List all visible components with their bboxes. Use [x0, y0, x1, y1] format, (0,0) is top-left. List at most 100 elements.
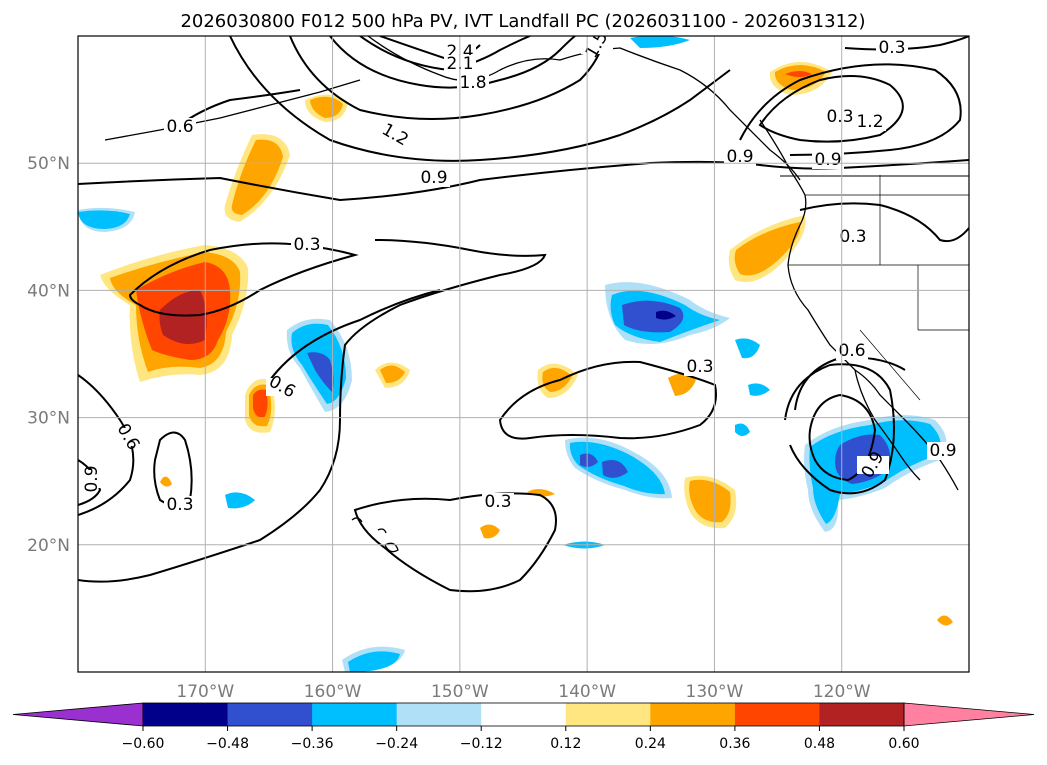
- baja-peninsula: [854, 369, 921, 481]
- colorbar-tick-label: 0.60: [888, 736, 919, 752]
- contour-label-bg: [854, 113, 886, 131]
- colorbar: −0.60 −0.48 −0.36 −0.24 −0.12 0.12 0.24 0.36 0.4…: [12, 702, 1035, 752]
- fill-region-bc-coast-inner: [785, 71, 812, 77]
- contour-label: 1.5: [582, 28, 613, 61]
- fill-region-small-neg-f: [735, 423, 750, 436]
- fill-region-west-edge-neg-inner: [78, 210, 130, 229]
- y-tick-label: 30°N: [27, 409, 70, 429]
- state-border-4: [859, 329, 921, 401]
- fill-region-subtropical-neg-north-core: [656, 310, 676, 320]
- contour-label-bg: [724, 148, 756, 166]
- fill-region-alaska-neg: [630, 36, 690, 48]
- state-border-3: [879, 175, 969, 331]
- contour-label-bg: [876, 39, 908, 57]
- colorbar-tick-label: 0.36: [719, 736, 750, 752]
- pv-contour-1.5: [289, 36, 606, 120]
- fill-region-subtropical-east-inner: [689, 479, 731, 523]
- pv-contour-0.9-west: [78, 459, 102, 506]
- fill-region-hawaii-north-inner: [307, 352, 334, 392]
- colorbar-segment: [143, 703, 229, 726]
- alaska-coast: [367, 36, 801, 181]
- chart-title: 2026030800 F012 500 hPa PV, IVT Landfall…: [180, 11, 865, 32]
- x-tick-label: 130°W: [686, 682, 744, 702]
- contour-label: 0.3: [484, 492, 511, 512]
- contour-label: 0.3: [839, 227, 866, 247]
- x-tick-label: 150°W: [431, 682, 489, 702]
- fill-region-small-g: [937, 615, 953, 626]
- contour-label-bg: [291, 236, 323, 254]
- contour-label-bg: [164, 496, 196, 514]
- contour-label: 0.9: [814, 150, 841, 170]
- fill-region-small-f: [160, 476, 172, 487]
- contour-label: 0.9: [420, 168, 447, 188]
- contour-label-bg: [824, 108, 856, 126]
- contour-label-bg: [812, 151, 844, 169]
- pv-contour-1.2-bc: [758, 75, 904, 143]
- contour-label: 1.2: [378, 120, 411, 151]
- y-tick-label: 40°N: [27, 281, 70, 301]
- fill-region-mid-pacific-inner-b: [602, 459, 628, 478]
- colorbar-segment: [396, 703, 482, 726]
- fill-region-aleutian-inner: [310, 96, 343, 118]
- contour-label-bg: [78, 470, 108, 488]
- contour-label: 0.3: [878, 38, 905, 58]
- contour-label-bg: [164, 118, 196, 136]
- gridlines: [78, 36, 969, 672]
- pv-contour-0.6: [179, 89, 301, 126]
- map-frame: [77, 35, 970, 673]
- colorbar-tick-label: 0.24: [635, 736, 666, 752]
- contour-label: 0.6: [838, 341, 865, 361]
- fill-region-small-neg-d: [735, 338, 760, 359]
- contour-label: 0.6: [166, 117, 193, 137]
- pv-contour-0.3-oregon: [799, 202, 969, 243]
- hawaii-islands: [351, 517, 399, 553]
- x-tick-label: 160°W: [304, 682, 362, 702]
- pv-contour-layer: [78, 36, 969, 593]
- contour-label: 0.3: [826, 107, 853, 127]
- x-axis-ticks: 170°W 160°W 150°W 140°W 130°W 120°W: [176, 682, 870, 702]
- contour-label: 0.9: [929, 441, 956, 461]
- colorbar-tick-label: −0.24: [375, 736, 418, 752]
- colorbar-segment: [734, 703, 820, 726]
- pv-contour-0.9-bc: [739, 63, 962, 156]
- fill-region-gulf-alaska-inner: [231, 139, 283, 215]
- pv-contour-0.3-long: [78, 239, 547, 583]
- contour-label: 0.3: [293, 235, 320, 255]
- contour-label-bg: [836, 342, 868, 360]
- pv-contour-0.3-subtrop: [498, 360, 717, 440]
- contour-label-layer: 2.42.11.81.51.20.90.60.30.30.3 1.20.9 0.90…: [78, 28, 959, 515]
- pv-contour-1.2: [229, 36, 731, 162]
- colorbar-segment: [650, 703, 736, 726]
- pv-contour-0.3-north: [844, 36, 969, 51]
- contour-label-bg: [684, 358, 716, 376]
- fill-region-small-neg-b-inner: [348, 651, 400, 672]
- contour-label: 0.9: [726, 147, 753, 167]
- colorbar-segment: [481, 703, 567, 726]
- y-axis-ticks: 20°N 30°N 40°N 50°N: [27, 154, 70, 556]
- contour-label-bg: [857, 456, 889, 474]
- bc-coast: [759, 119, 807, 226]
- pv-contour-0.3-south: [353, 492, 557, 593]
- y-tick-label: 20°N: [27, 536, 70, 556]
- fill-region-small-c: [668, 373, 696, 396]
- colorbar-segment: [565, 703, 651, 726]
- fill-region-west-hawaii-inner: [253, 389, 268, 418]
- contour-label-bg: [927, 442, 959, 460]
- colorbar-frame: [142, 702, 905, 727]
- fill-region-small-e: [480, 524, 500, 539]
- contour-label-bg: [581, 36, 613, 54]
- colorbar-tick-label: −0.36: [291, 736, 334, 752]
- colorbar-tick-label: −0.60: [122, 736, 165, 752]
- fill-region-oregon-inner: [734, 222, 801, 276]
- colorbar-segment: [227, 703, 313, 726]
- colorbar-tick-label: −0.48: [206, 736, 249, 752]
- contour-label-bg: [379, 126, 411, 144]
- contour-label: 0.3: [686, 357, 713, 377]
- contour-label-bg: [418, 169, 450, 187]
- contour-label-bg: [482, 493, 514, 511]
- pv-contour-0.6-central: [269, 289, 441, 381]
- colorbar-tick-label: 0.12: [550, 736, 581, 752]
- ivt-fill-layer: [78, 36, 953, 672]
- fill-region-small-neg-e: [748, 383, 770, 396]
- y-tick-label: 50°N: [27, 154, 70, 174]
